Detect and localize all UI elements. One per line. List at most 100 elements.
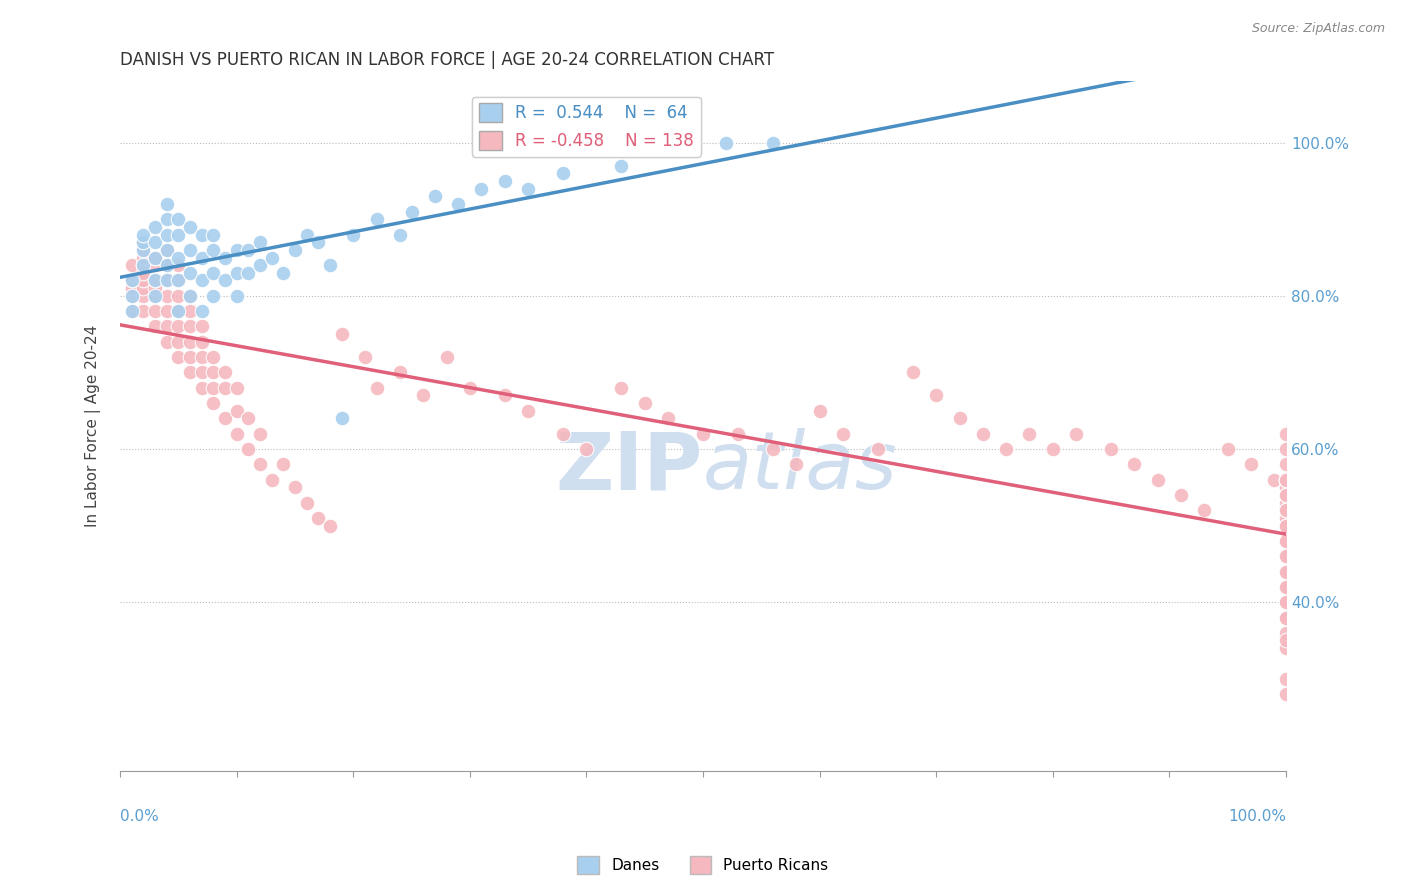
Point <box>179 319 201 334</box>
Point <box>132 258 155 272</box>
Point <box>132 281 155 295</box>
Point <box>925 388 948 402</box>
Point <box>1146 473 1168 487</box>
Legend: Danes, Puerto Ricans: Danes, Puerto Ricans <box>571 850 835 880</box>
Point <box>1275 488 1298 502</box>
Point <box>238 266 260 280</box>
Point <box>167 273 190 287</box>
Text: ZIP: ZIP <box>555 428 703 507</box>
Point <box>1275 473 1298 487</box>
Point <box>1275 426 1298 441</box>
Point <box>716 136 738 150</box>
Point <box>121 289 143 303</box>
Point <box>388 227 411 242</box>
Point <box>470 181 492 195</box>
Point <box>271 458 294 472</box>
Point <box>167 319 190 334</box>
Point <box>657 411 679 425</box>
Point <box>143 251 166 265</box>
Point <box>284 243 307 257</box>
Point <box>202 365 225 379</box>
Point <box>1275 595 1298 609</box>
Point <box>156 258 179 272</box>
Point <box>156 243 179 257</box>
Point <box>143 289 166 303</box>
Point <box>202 243 225 257</box>
Point <box>214 251 236 265</box>
Point <box>202 266 225 280</box>
Point <box>610 381 633 395</box>
Point <box>132 258 155 272</box>
Point <box>995 442 1018 456</box>
Point <box>132 266 155 280</box>
Point <box>132 243 155 257</box>
Point <box>132 235 155 250</box>
Point <box>517 403 540 417</box>
Point <box>179 266 201 280</box>
Point <box>121 304 143 318</box>
Point <box>132 235 155 250</box>
Point <box>238 442 260 456</box>
Point <box>727 426 749 441</box>
Point <box>190 350 212 364</box>
Point <box>167 251 190 265</box>
Point <box>366 212 388 227</box>
Point <box>762 136 785 150</box>
Point <box>330 327 353 342</box>
Point <box>121 273 143 287</box>
Point <box>143 273 166 287</box>
Point <box>1275 533 1298 548</box>
Point <box>1275 480 1298 494</box>
Point <box>517 181 540 195</box>
Point <box>156 273 179 287</box>
Point <box>1263 473 1285 487</box>
Point <box>1275 503 1298 517</box>
Point <box>238 411 260 425</box>
Point <box>190 273 212 287</box>
Point <box>143 258 166 272</box>
Point <box>238 243 260 257</box>
Point <box>1275 610 1298 624</box>
Point <box>1018 426 1040 441</box>
Point <box>1275 580 1298 594</box>
Point <box>494 174 516 188</box>
Point <box>1275 549 1298 564</box>
Point <box>249 258 271 272</box>
Point <box>167 258 190 272</box>
Point <box>1275 518 1298 533</box>
Point <box>319 518 342 533</box>
Point <box>121 273 143 287</box>
Point <box>121 304 143 318</box>
Point <box>156 258 179 272</box>
Point <box>808 403 831 417</box>
Point <box>121 289 143 303</box>
Point <box>295 495 318 509</box>
Point <box>1275 495 1298 509</box>
Point <box>249 426 271 441</box>
Point <box>1275 595 1298 609</box>
Point <box>1275 518 1298 533</box>
Point <box>143 273 166 287</box>
Point <box>121 281 143 295</box>
Point <box>494 388 516 402</box>
Point <box>167 212 190 227</box>
Point <box>1275 473 1298 487</box>
Point <box>156 227 179 242</box>
Point <box>762 442 785 456</box>
Point <box>1275 488 1298 502</box>
Legend: R =  0.544    N =  64, R = -0.458    N = 138: R = 0.544 N = 64, R = -0.458 N = 138 <box>472 96 700 157</box>
Point <box>225 289 247 303</box>
Point <box>214 273 236 287</box>
Point <box>132 273 155 287</box>
Point <box>249 235 271 250</box>
Point <box>1275 533 1298 548</box>
Point <box>1275 549 1298 564</box>
Text: atlas: atlas <box>703 428 898 507</box>
Point <box>307 511 329 525</box>
Point <box>214 365 236 379</box>
Point <box>271 266 294 280</box>
Point <box>190 227 212 242</box>
Point <box>179 365 201 379</box>
Point <box>167 227 190 242</box>
Point <box>901 365 924 379</box>
